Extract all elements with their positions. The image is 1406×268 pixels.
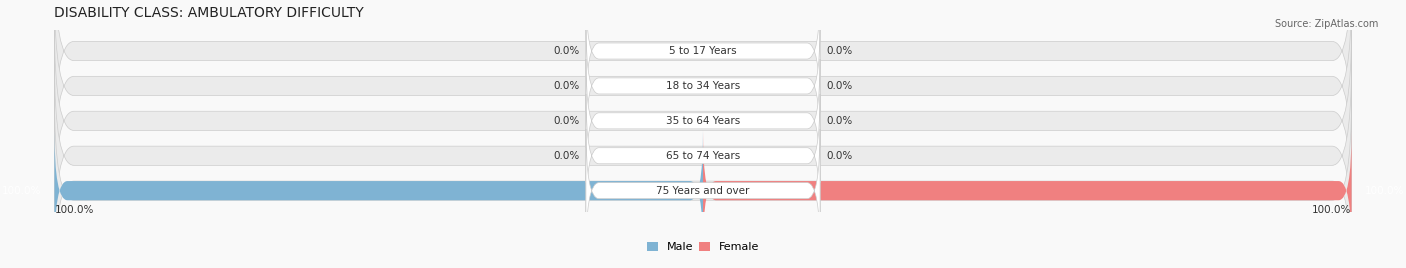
FancyBboxPatch shape — [55, 131, 703, 251]
Text: 5 to 17 Years: 5 to 17 Years — [669, 46, 737, 56]
Text: 0.0%: 0.0% — [554, 81, 579, 91]
Text: 0.0%: 0.0% — [827, 46, 852, 56]
Text: 0.0%: 0.0% — [827, 116, 852, 126]
Text: 75 Years and over: 75 Years and over — [657, 186, 749, 196]
FancyBboxPatch shape — [55, 61, 1351, 251]
FancyBboxPatch shape — [55, 26, 1351, 216]
FancyBboxPatch shape — [586, 24, 820, 148]
Text: 0.0%: 0.0% — [554, 116, 579, 126]
Text: 65 to 74 Years: 65 to 74 Years — [666, 151, 740, 161]
FancyBboxPatch shape — [586, 129, 820, 252]
FancyBboxPatch shape — [55, 95, 1351, 268]
Text: 35 to 64 Years: 35 to 64 Years — [666, 116, 740, 126]
FancyBboxPatch shape — [55, 0, 1351, 146]
FancyBboxPatch shape — [586, 0, 820, 113]
Text: 18 to 34 Years: 18 to 34 Years — [666, 81, 740, 91]
Text: DISABILITY CLASS: AMBULATORY DIFFICULTY: DISABILITY CLASS: AMBULATORY DIFFICULTY — [55, 6, 364, 20]
Text: Source: ZipAtlas.com: Source: ZipAtlas.com — [1274, 19, 1378, 29]
Text: 0.0%: 0.0% — [554, 151, 579, 161]
FancyBboxPatch shape — [55, 0, 1351, 181]
Text: 0.0%: 0.0% — [827, 81, 852, 91]
FancyBboxPatch shape — [703, 131, 1351, 251]
FancyBboxPatch shape — [586, 59, 820, 183]
Text: 0.0%: 0.0% — [554, 46, 579, 56]
Text: 100.0%: 100.0% — [55, 205, 94, 215]
Text: 100.0%: 100.0% — [1312, 205, 1351, 215]
Legend: Male, Female: Male, Female — [643, 238, 763, 257]
FancyBboxPatch shape — [586, 94, 820, 218]
Text: 0.0%: 0.0% — [827, 151, 852, 161]
Text: 100.0%: 100.0% — [1, 186, 41, 196]
Text: 100.0%: 100.0% — [1365, 186, 1405, 196]
